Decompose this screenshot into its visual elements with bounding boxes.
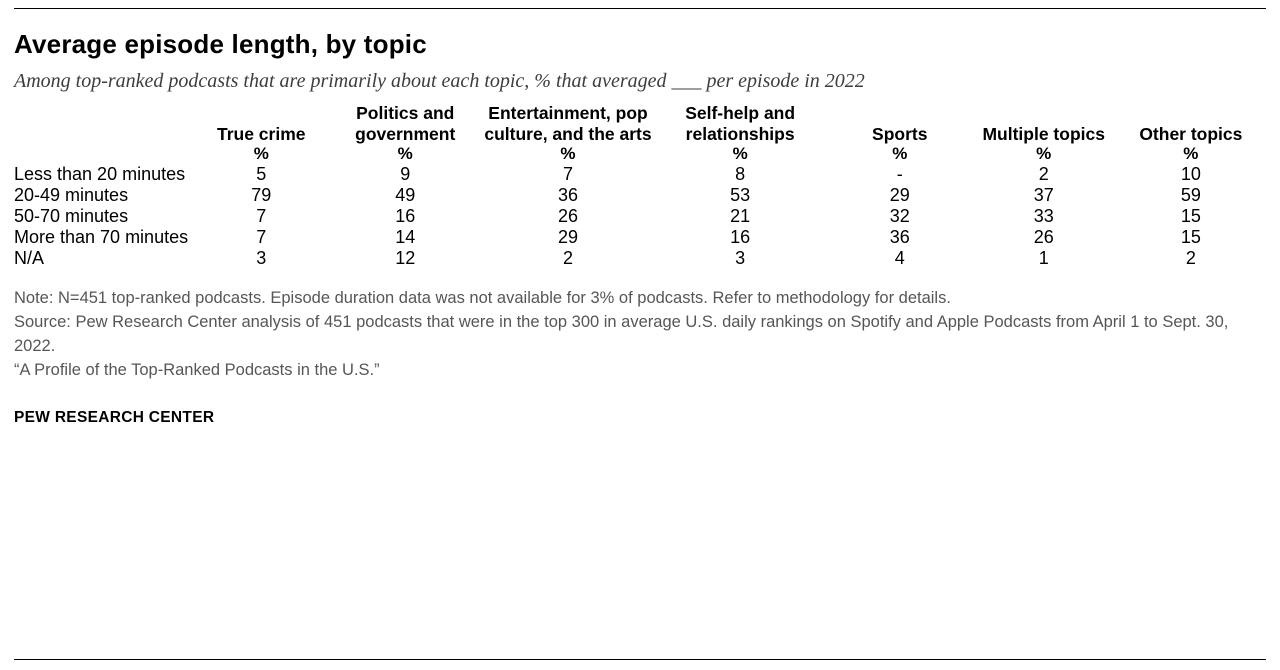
table-cell: 37 [1033,185,1054,206]
table-cell: 2 [1038,164,1049,185]
table-cell: 26 [1033,227,1054,248]
table-cell: 21 [730,206,751,227]
table-cell: 12 [395,248,416,269]
table-cell: 29 [557,227,578,248]
unit-header: % [1036,144,1052,164]
table-cell: 33 [1033,206,1054,227]
table-cell: 7 [562,164,573,185]
table-cell: 4 [894,248,905,269]
table-cell: 16 [730,227,751,248]
table-cell: 1 [1038,248,1049,269]
brand-label: PEW RESEARCH CENTER [14,408,215,426]
table-row: N/A 3 12 2 3 4 1 2 [14,248,1266,269]
table-cell: 8 [735,164,746,185]
footnotes: Note: N=451 top-ranked podcasts. Episode… [14,287,1266,383]
source-text: Source: Pew Research Center analysis of … [14,313,1229,356]
column-header: True crime [216,123,306,144]
table-cell: 53 [730,185,751,206]
page-subtitle: Among top-ranked podcasts that are prima… [14,70,865,92]
table-cell: 59 [1180,185,1201,206]
table-cell: 15 [1180,206,1201,227]
table-cell: 32 [889,206,910,227]
report-title-text: “A Profile of the Top-Ranked Podcasts in… [14,361,380,380]
column-header: Other topics [1139,123,1243,144]
unit-header-row: %%%%%%% [14,144,1266,164]
column-header: Sports [872,123,928,144]
table-cell: 36 [557,185,578,206]
column-header-row: True crime Politics and government Enterta… [14,103,1266,144]
table-body: Less than 20 minutes 5 9 7 8-2 10 20-49 minute… [14,164,1266,269]
table-cell: 10 [1180,164,1201,185]
unit-header: % [732,144,748,164]
unit-header: % [1183,144,1199,164]
row-label: 50-70 minutes [14,206,129,227]
table-cell: 7 [256,206,267,227]
table-cell: 5 [256,164,267,185]
table-cell: - [896,164,903,185]
column-header: Politics and government [355,103,456,144]
table-cell: 3 [256,248,267,269]
corner-cell [14,103,196,144]
row-label: 20-49 minutes [14,185,129,206]
table-row: More than 70 minutes 7 14 29 16 36 26 15 [14,227,1266,248]
table-cell: 26 [557,206,578,227]
corner-cell [14,144,196,164]
column-header: Entertainment, pop culture, and the arts [484,103,652,144]
table-cell: 49 [395,185,416,206]
column-header: Multiple topics [982,123,1105,144]
table-row: 20-49 minutes 79 49 36 53 29 37 59 [14,185,1266,206]
table-cell: 14 [395,227,416,248]
table-header: True crime Politics and government Enterta… [14,103,1266,164]
table-cell: 2 [1185,248,1196,269]
table-cell: 29 [889,185,910,206]
row-label: Less than 20 minutes [14,164,186,185]
bottom-rule [14,659,1266,660]
row-label: More than 70 minutes [14,227,189,248]
table-row: 50-70 minutes 7 16 26 21 32 33 15 [14,206,1266,227]
unit-header: % [253,144,269,164]
table-cell: 2 [562,248,573,269]
table-cell: 16 [395,206,416,227]
table-row: Less than 20 minutes 5 9 7 8 - 2 10 [14,164,1266,185]
column-header: Self-help and relationships [685,103,796,144]
table-cell: 36 [889,227,910,248]
row-label: N/A [14,248,45,269]
table-cell: 15 [1180,227,1201,248]
page-title: Average episode length, by topic [14,29,427,59]
unit-header: % [560,144,576,164]
table-cell: 79 [251,185,272,206]
episode-length-table: True crime Politics and government Enterta… [14,103,1266,269]
note-text: Note: N=451 top-ranked podcasts. Episode… [14,289,951,308]
top-rule [14,8,1266,9]
table-cell: 7 [256,227,267,248]
table-cell: 9 [400,164,411,185]
unit-header: % [397,144,413,164]
unit-header: % [892,144,908,164]
table-cell: 3 [735,248,746,269]
